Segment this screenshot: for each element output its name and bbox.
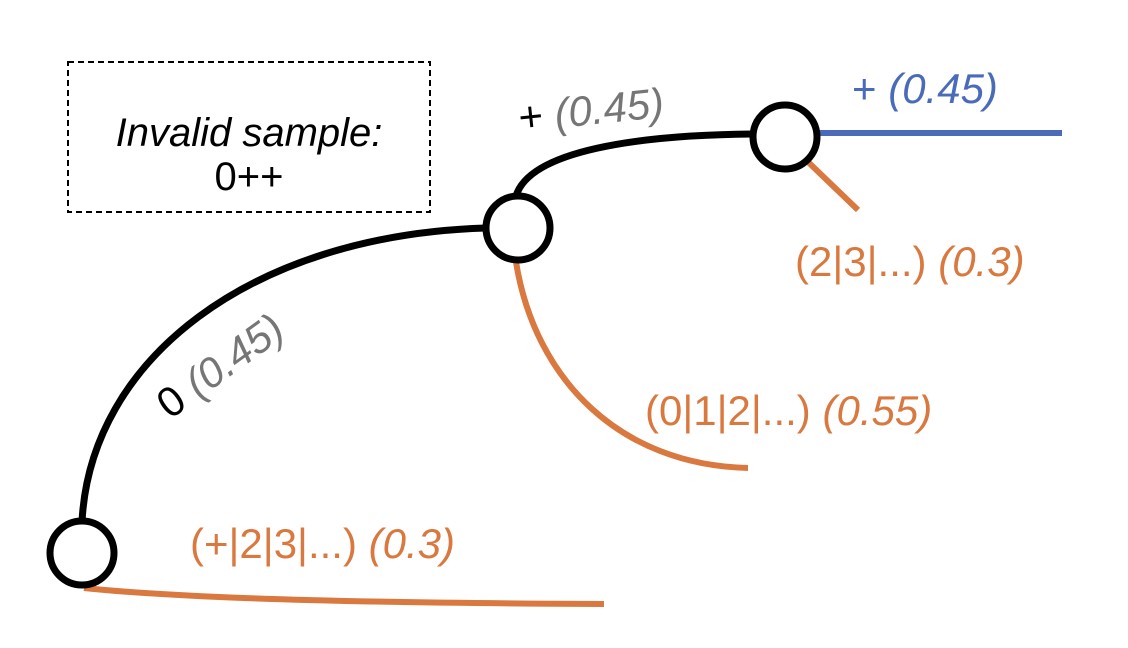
edge-0 bbox=[78, 224, 487, 523]
edge-label-plus-1: + (0.45) bbox=[516, 79, 666, 141]
node-1 bbox=[482, 192, 554, 264]
edge-plus-1 bbox=[512, 130, 754, 198]
edge-label-rejected-23: (2|3|...) (0.3) bbox=[795, 238, 1025, 285]
edge-label-rejected-plus23: (+|2|3|...) (0.3) bbox=[190, 520, 455, 567]
edge-rejected-012 bbox=[513, 261, 749, 471]
invalid-sample-value: 0++ bbox=[215, 155, 284, 199]
edge-rejected-23 bbox=[803, 157, 861, 213]
edge-label-rejected-012: (0|1|2|...) (0.55) bbox=[645, 387, 932, 434]
node-2 bbox=[749, 101, 821, 173]
edge-label-plus-accepted: + (0.45) bbox=[852, 65, 998, 112]
edge-label-0: 0 (0.45) bbox=[148, 304, 293, 427]
node-root bbox=[46, 517, 118, 589]
invalid-sample-box bbox=[67, 61, 431, 213]
invalid-sample-title: Invalid sample: bbox=[116, 111, 383, 155]
edge-rejected-plus23 bbox=[83, 585, 605, 607]
